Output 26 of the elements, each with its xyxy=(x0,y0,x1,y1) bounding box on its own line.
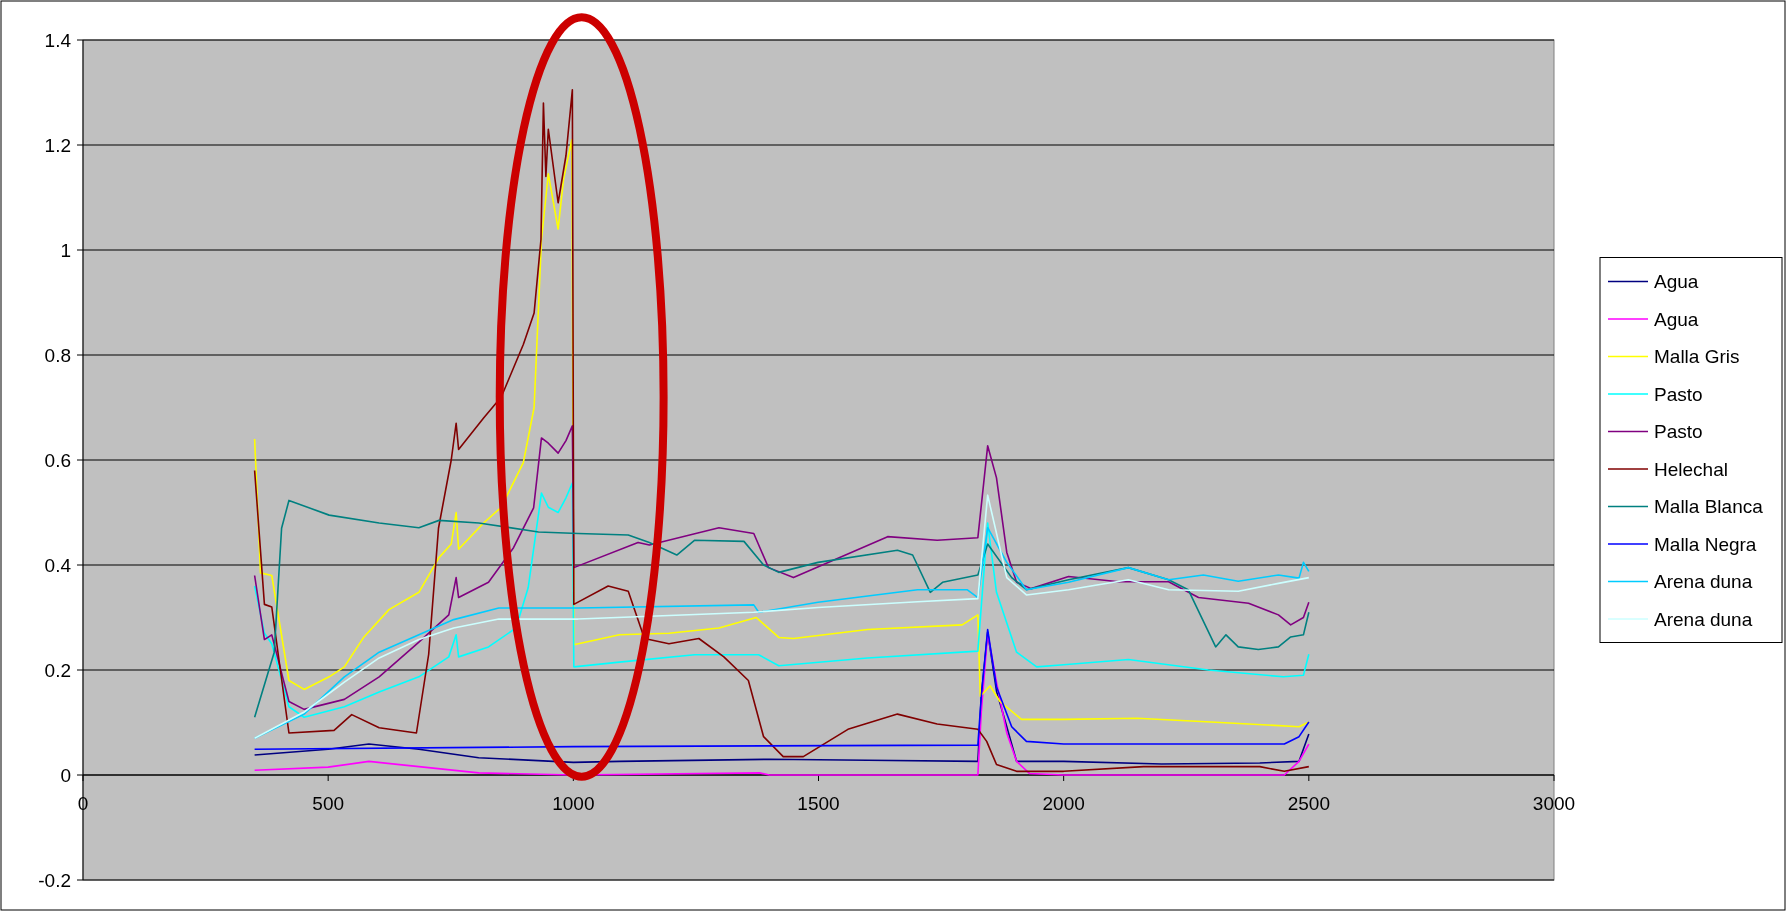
y-tick-label: 1.2 xyxy=(44,134,71,156)
x-tick-label: 2500 xyxy=(1287,793,1330,814)
y-tick-label: 0.6 xyxy=(44,449,71,471)
x-tick-label: 500 xyxy=(312,793,345,814)
y-tick-label: 0.4 xyxy=(44,554,72,576)
legend-label: Helechal xyxy=(1654,458,1728,480)
legend-label: Malla Negra xyxy=(1654,533,1757,555)
y-tick-label: 1 xyxy=(60,239,71,261)
legend-label: Malla Blanca xyxy=(1654,496,1764,518)
legend-label: Pasto xyxy=(1654,421,1703,443)
x-tick-label: 3000 xyxy=(1532,793,1576,814)
y-tick-label: 0.8 xyxy=(44,344,71,366)
line-series xyxy=(253,425,1310,711)
legend-label: Agua xyxy=(1654,271,1699,293)
legend-label: Malla Gris xyxy=(1654,346,1740,368)
x-tick-label: 1000 xyxy=(552,793,595,814)
legend-label: Agua xyxy=(1654,308,1699,330)
legend-label: Arena duna xyxy=(1654,608,1753,630)
y-tick-label: 1.4 xyxy=(44,29,72,51)
x-tick-label: 2000 xyxy=(1042,793,1085,814)
y-tick-label: -0.2 xyxy=(38,869,71,891)
x-tick-label: 1500 xyxy=(797,793,840,814)
y-tick-label: 0 xyxy=(60,764,71,786)
y-tick-label: 0.2 xyxy=(44,659,71,681)
legend-label: Arena duna xyxy=(1654,571,1753,593)
legend-label: Pasto xyxy=(1654,383,1703,405)
